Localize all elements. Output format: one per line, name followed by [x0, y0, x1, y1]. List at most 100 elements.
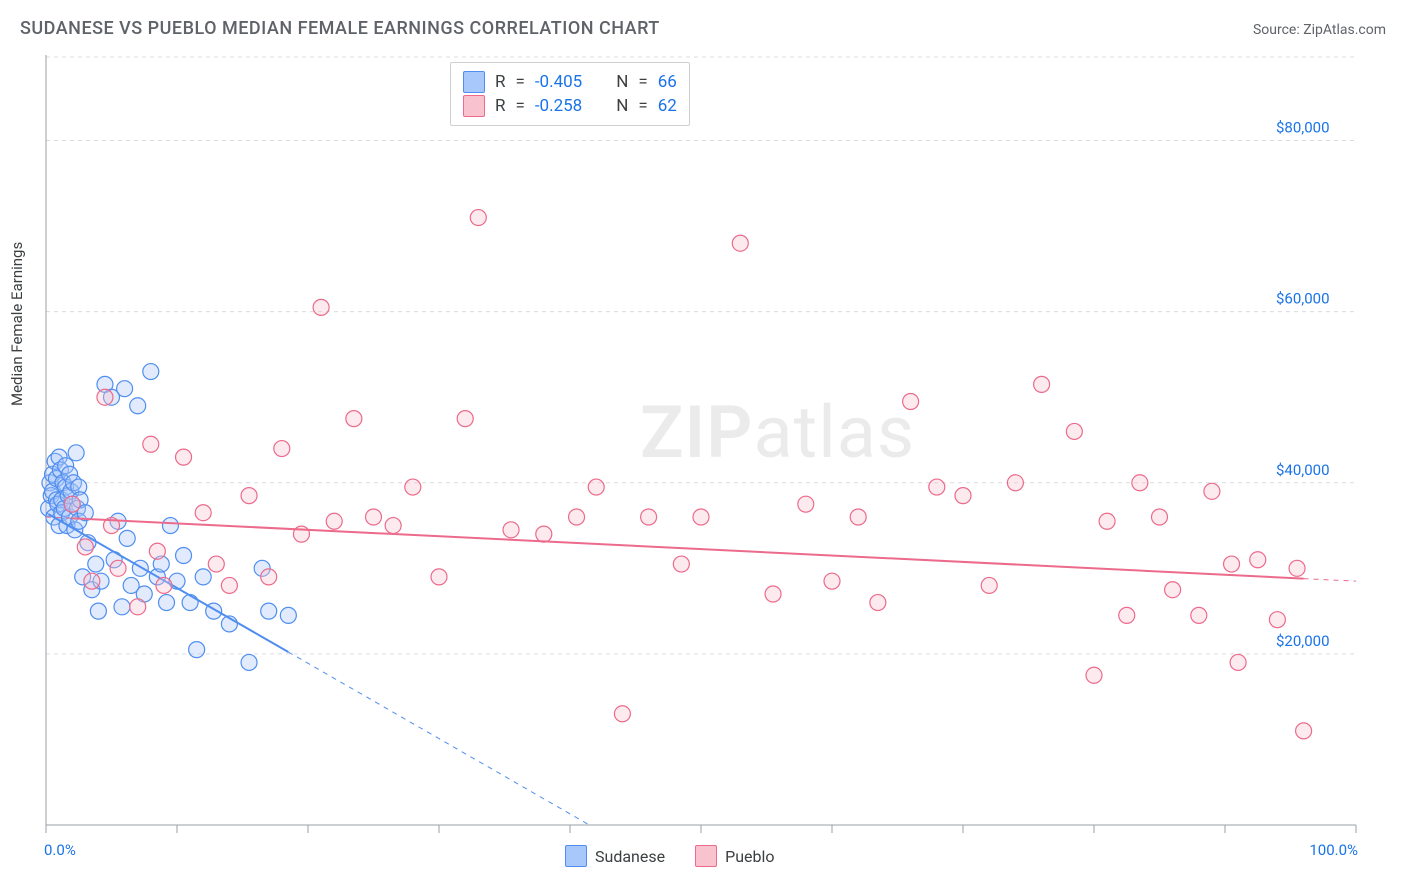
x-tick-label: 0.0% [44, 841, 76, 859]
data-point [156, 577, 172, 593]
data-point [870, 595, 886, 611]
data-point [1034, 376, 1050, 392]
y-tick-label: $60,000 [1276, 290, 1330, 308]
data-point [274, 441, 290, 457]
data-point [110, 560, 126, 576]
data-point [503, 522, 519, 538]
data-point [1230, 654, 1246, 670]
data-point [1066, 423, 1082, 439]
data-point [88, 556, 104, 572]
data-point [195, 569, 211, 585]
source-label: Source: [1253, 22, 1303, 38]
n-value: 62 [658, 96, 677, 116]
chart-container: SUDANESE VS PUEBLO MEDIAN FEMALE EARNING… [0, 0, 1406, 892]
data-point [850, 509, 866, 525]
data-point [457, 411, 473, 427]
r-label: R [495, 72, 505, 92]
data-point [130, 599, 146, 615]
y-tick-label: $80,000 [1276, 119, 1330, 137]
data-point [1191, 607, 1207, 623]
data-point [241, 654, 257, 670]
data-point [1204, 483, 1220, 499]
data-point [385, 518, 401, 534]
data-point [326, 513, 342, 529]
data-point [195, 505, 211, 521]
data-point [955, 488, 971, 504]
stats-row: R=-0.258N=62 [463, 95, 677, 117]
legend-swatch [463, 71, 485, 93]
data-point [162, 518, 178, 534]
data-point [824, 573, 840, 589]
data-point [569, 509, 585, 525]
data-point [1119, 607, 1135, 623]
data-point [405, 479, 421, 495]
equals-sign: = [515, 72, 524, 92]
data-point [176, 449, 192, 465]
data-point [68, 445, 84, 461]
data-point [130, 398, 146, 414]
data-point [1224, 556, 1240, 572]
y-tick-label: $40,000 [1276, 461, 1330, 479]
data-point [159, 595, 175, 611]
data-point [143, 364, 159, 380]
legend-swatch [565, 845, 587, 867]
legend-swatch [463, 95, 485, 117]
trend-line [288, 652, 589, 825]
data-point [346, 411, 362, 427]
data-point [1086, 667, 1102, 683]
data-point [981, 577, 997, 593]
y-tick-label: $20,000 [1276, 632, 1330, 650]
series-legend: Sudanese Pueblo [565, 845, 775, 867]
x-tick-label: 100.0% [1309, 841, 1358, 859]
data-point [241, 488, 257, 504]
data-point [366, 509, 382, 525]
data-point [280, 607, 296, 623]
data-point [1007, 475, 1023, 491]
data-point [673, 556, 689, 572]
data-point [64, 496, 80, 512]
data-point [1132, 475, 1148, 491]
legend-label: Pueblo [725, 847, 774, 866]
data-point [97, 389, 113, 405]
scatter-chart: $20,000 $40,000 $60,000 $80,000 0.0% 100.0% [46, 55, 1406, 865]
correlation-stats-box: R=-0.405N=66R=-0.258N=62 [450, 62, 690, 126]
data-point [1296, 723, 1312, 739]
data-point [149, 543, 165, 559]
r-label: R [495, 96, 505, 116]
legend-item[interactable]: Pueblo [695, 845, 774, 867]
data-point [77, 539, 93, 555]
data-point [929, 479, 945, 495]
data-point [90, 603, 106, 619]
data-point [114, 599, 130, 615]
stats-row: R=-0.405N=66 [463, 71, 677, 93]
data-point [641, 509, 657, 525]
legend-item[interactable]: Sudanese [565, 845, 665, 867]
data-point [1099, 513, 1115, 529]
data-point [208, 556, 224, 572]
equals-sign: = [638, 72, 647, 92]
data-point [221, 577, 237, 593]
data-point [84, 573, 100, 589]
data-point [1165, 582, 1181, 598]
r-value: -0.405 [535, 72, 582, 92]
data-point [1289, 560, 1305, 576]
source-attribution: Source: ZipAtlas.com [1253, 22, 1386, 38]
equals-sign: = [515, 96, 524, 116]
data-point [798, 496, 814, 512]
data-point [765, 586, 781, 602]
chart-title: SUDANESE VS PUEBLO MEDIAN FEMALE EARNING… [20, 18, 660, 39]
data-point [182, 595, 198, 611]
data-point [431, 569, 447, 585]
data-point [119, 530, 135, 546]
data-point [693, 509, 709, 525]
data-point [313, 299, 329, 315]
data-point [614, 706, 630, 722]
trend-line [1304, 579, 1356, 582]
source-link[interactable]: ZipAtlas.com [1303, 22, 1386, 38]
equals-sign: = [638, 96, 647, 116]
data-point [903, 394, 919, 410]
y-axis-title: Median Female Earnings [8, 242, 26, 406]
data-point [536, 526, 552, 542]
data-point [1269, 612, 1285, 628]
n-value: 66 [658, 72, 677, 92]
